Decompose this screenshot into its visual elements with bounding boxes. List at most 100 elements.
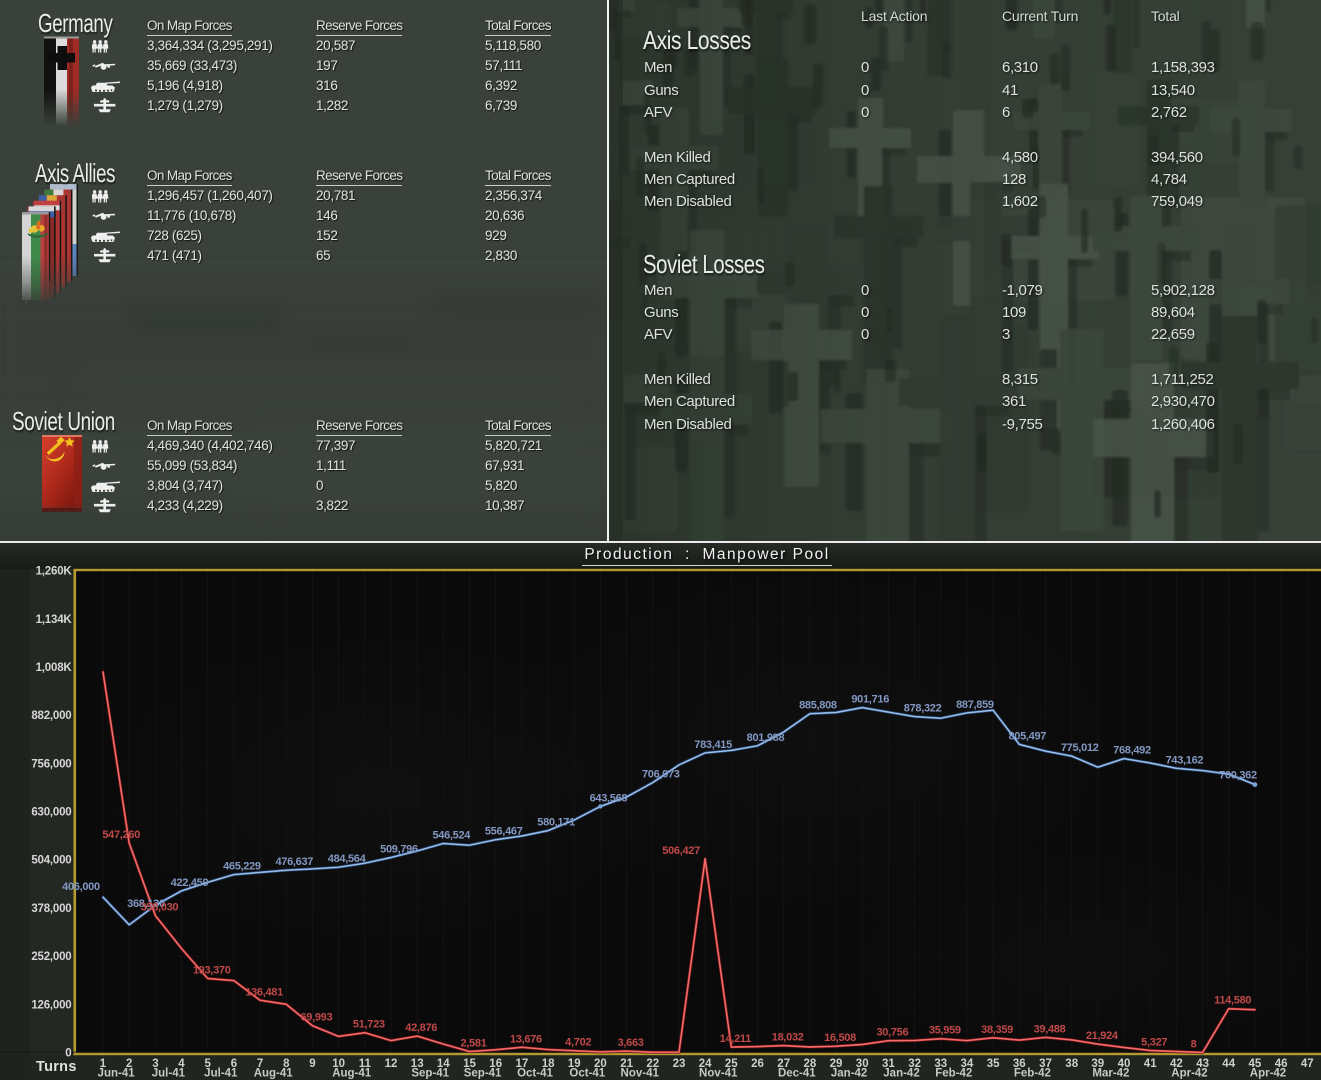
svg-text:40: 40 — [1118, 1058, 1131, 1070]
svg-text:743,162: 743,162 — [1166, 754, 1204, 766]
svg-text:406,000: 406,000 — [62, 881, 100, 893]
svg-text:Feb-42: Feb-42 — [1014, 1068, 1051, 1080]
svg-text:Aug-41: Aug-41 — [332, 1068, 372, 1080]
svg-text:7: 7 — [257, 1058, 263, 1070]
svg-text:Mar-42: Mar-42 — [1092, 1068, 1129, 1080]
svg-text:422,459: 422,459 — [171, 877, 209, 889]
svg-text:126,000: 126,000 — [31, 999, 71, 1011]
svg-text:20: 20 — [594, 1058, 607, 1070]
svg-text:5,327: 5,327 — [1141, 1037, 1167, 1049]
svg-text:1,260K: 1,260K — [36, 566, 73, 578]
svg-text:Feb-42: Feb-42 — [935, 1068, 972, 1080]
svg-text:136,481: 136,481 — [245, 986, 283, 998]
svg-text:12: 12 — [385, 1058, 398, 1070]
svg-text:756,000: 756,000 — [31, 758, 71, 770]
svg-text:556,467: 556,467 — [485, 826, 523, 838]
svg-text:13,676: 13,676 — [510, 1033, 542, 1045]
svg-text:27: 27 — [777, 1058, 790, 1070]
svg-text:901,716: 901,716 — [851, 694, 889, 706]
svg-text:18: 18 — [542, 1058, 555, 1070]
svg-text:26: 26 — [751, 1058, 764, 1070]
svg-text:8: 8 — [283, 1058, 290, 1070]
svg-text:32: 32 — [908, 1058, 921, 1070]
svg-text:Nov-41: Nov-41 — [621, 1068, 660, 1080]
svg-text:17: 17 — [516, 1058, 529, 1070]
svg-text:Oct-41: Oct-41 — [517, 1068, 553, 1080]
svg-text:878,322: 878,322 — [904, 703, 942, 715]
svg-text:1: 1 — [100, 1058, 107, 1070]
svg-text:Jul-41: Jul-41 — [204, 1068, 238, 1080]
svg-text:504,000: 504,000 — [31, 855, 71, 867]
svg-text:630,000: 630,000 — [31, 807, 71, 819]
svg-text:46: 46 — [1275, 1058, 1288, 1070]
svg-text:15: 15 — [463, 1058, 476, 1070]
svg-text:6: 6 — [231, 1058, 237, 1070]
svg-text:Sep-41: Sep-41 — [464, 1068, 502, 1080]
svg-text:38,359: 38,359 — [981, 1024, 1013, 1036]
svg-text:5: 5 — [204, 1058, 211, 1070]
svg-text:476,637: 476,637 — [275, 856, 313, 868]
svg-text:42,876: 42,876 — [405, 1022, 437, 1034]
svg-text:14: 14 — [437, 1058, 450, 1070]
svg-text:16: 16 — [489, 1058, 502, 1070]
svg-text:775,012: 775,012 — [1061, 742, 1099, 754]
svg-text:1,008K: 1,008K — [36, 662, 73, 674]
svg-text:25: 25 — [725, 1058, 738, 1070]
svg-text:51,723: 51,723 — [353, 1019, 385, 1031]
svg-text:805,497: 805,497 — [1008, 730, 1046, 742]
svg-text:1,134K: 1,134K — [36, 614, 73, 626]
svg-text:22: 22 — [646, 1058, 659, 1070]
svg-text:33: 33 — [934, 1058, 947, 1070]
svg-text:Jan-42: Jan-42 — [883, 1068, 919, 1080]
svg-text:783,415: 783,415 — [694, 739, 732, 751]
svg-text:29: 29 — [830, 1058, 843, 1070]
svg-text:114,580: 114,580 — [1214, 995, 1251, 1007]
svg-text:35: 35 — [987, 1058, 1000, 1070]
svg-text:4,702: 4,702 — [565, 1037, 591, 1049]
svg-text:37: 37 — [1039, 1058, 1052, 1070]
svg-text:21: 21 — [620, 1058, 633, 1070]
svg-text:768,492: 768,492 — [1113, 745, 1151, 757]
svg-text:700,362: 700,362 — [1219, 770, 1257, 782]
svg-text:44: 44 — [1222, 1058, 1235, 1070]
svg-text:546,524: 546,524 — [432, 830, 471, 842]
svg-text:706,073: 706,073 — [642, 769, 680, 781]
svg-text:509,796: 509,796 — [380, 844, 418, 856]
svg-text:801,988: 801,988 — [747, 732, 785, 744]
svg-text:34: 34 — [961, 1058, 974, 1070]
svg-text:30,756: 30,756 — [876, 1027, 908, 1039]
svg-text:2: 2 — [126, 1058, 132, 1070]
svg-text:47: 47 — [1301, 1058, 1314, 1070]
svg-text:69,993: 69,993 — [300, 1012, 332, 1024]
svg-text:Apr-42: Apr-42 — [1250, 1068, 1286, 1080]
svg-text:21,924: 21,924 — [1086, 1030, 1119, 1042]
svg-text:882,000: 882,000 — [31, 710, 71, 722]
svg-text:13: 13 — [411, 1058, 424, 1070]
svg-text:Apr-42: Apr-42 — [1171, 1068, 1207, 1080]
svg-text:11: 11 — [359, 1058, 372, 1070]
svg-text:Sep-41: Sep-41 — [411, 1068, 449, 1080]
svg-text:19: 19 — [568, 1058, 581, 1070]
svg-text:24: 24 — [699, 1058, 712, 1070]
svg-text:580,171: 580,171 — [537, 817, 575, 829]
svg-text:2,581: 2,581 — [460, 1038, 486, 1050]
svg-text:252,000: 252,000 — [31, 951, 71, 963]
svg-text:3: 3 — [152, 1058, 158, 1070]
svg-text:368,130: 368,130 — [127, 898, 165, 910]
svg-text:358,030: 358,030 — [141, 902, 179, 914]
svg-text:42: 42 — [1170, 1058, 1183, 1070]
svg-text:14,211: 14,211 — [720, 1033, 751, 1045]
svg-text:Jun-41: Jun-41 — [98, 1068, 136, 1080]
svg-text:885,808: 885,808 — [799, 700, 837, 712]
svg-text:9: 9 — [309, 1058, 315, 1070]
svg-text:39: 39 — [1091, 1058, 1104, 1070]
svg-text:23: 23 — [673, 1058, 686, 1070]
svg-text:547,260: 547,260 — [102, 829, 140, 841]
svg-text:484,564: 484,564 — [328, 853, 367, 865]
svg-text:Dec-41: Dec-41 — [778, 1068, 816, 1080]
svg-text:193,370: 193,370 — [193, 965, 231, 977]
svg-text:Turns: Turns — [36, 1059, 77, 1075]
svg-text:Aug-41: Aug-41 — [254, 1068, 294, 1080]
svg-text:465,229: 465,229 — [223, 861, 261, 873]
svg-text:Jan-42: Jan-42 — [831, 1068, 867, 1080]
